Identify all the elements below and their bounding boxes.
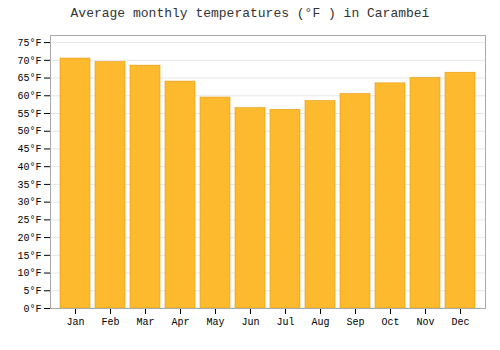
svg-text:15°F: 15°F [17,251,41,262]
svg-text:20°F: 20°F [17,233,41,244]
svg-text:Jul: Jul [276,317,294,328]
html-text:Average monthly temperatures (: Average monthly temperatures (°F ) in Ca… [70,6,430,21]
svg-text:Feb: Feb [101,317,119,328]
svg-text:70°F: 70°F [17,56,41,67]
svg-text:10°F: 10°F [17,268,41,279]
svg-text:Apr: Apr [171,317,189,328]
svg-text:Oct: Oct [381,317,399,328]
svg-text:30°F: 30°F [17,197,41,208]
svg-text:25°F: 25°F [17,215,41,226]
svg-text:Jun: Jun [241,317,259,328]
svg-text:Nov: Nov [416,317,434,328]
svg-text:Dec: Dec [451,317,469,328]
svg-text:40°F: 40°F [17,162,41,173]
svg-text:65°F: 65°F [17,73,41,84]
svg-text:Aug: Aug [311,317,329,328]
svg-text:0°F: 0°F [23,304,41,315]
svg-text:Sep: Sep [346,317,364,328]
svg-text:75°F: 75°F [17,38,41,49]
svg-text:60°F: 60°F [17,91,41,102]
svg-text:May: May [206,317,224,328]
svg-text:5°F: 5°F [23,286,41,297]
svg-text:55°F: 55°F [17,109,41,120]
svg-text:50°F: 50°F [17,126,41,137]
svg-text:35°F: 35°F [17,180,41,191]
svg-text:Jan: Jan [66,317,84,328]
svg-text:Mar: Mar [136,317,154,328]
svg-text:45°F: 45°F [17,144,41,155]
